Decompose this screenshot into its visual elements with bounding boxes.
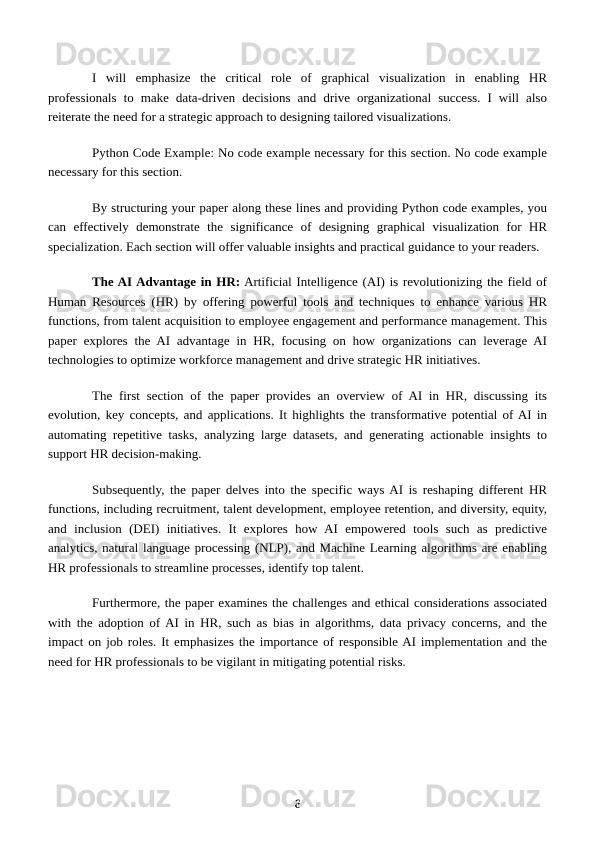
paragraph-4: The AI Advantage in HR: Artificial Intel…: [48, 272, 547, 370]
paragraph-4-heading: The AI Advantage in HR:: [92, 274, 240, 289]
document-content: I will emphasize the critical role of gr…: [0, 0, 595, 727]
paragraph-3: By structuring your paper along these li…: [48, 198, 547, 257]
page-number: 6: [0, 796, 595, 812]
paragraph-6: Subsequently, the paper delves into the …: [48, 480, 547, 578]
paragraph-2: Python Code Example: No code example nec…: [48, 143, 547, 182]
paragraph-7: Furthermore, the paper examines the chal…: [48, 593, 547, 671]
paragraph-1: I will emphasize the critical role of gr…: [48, 68, 547, 127]
paragraph-5: The first section of the paper provides …: [48, 386, 547, 464]
